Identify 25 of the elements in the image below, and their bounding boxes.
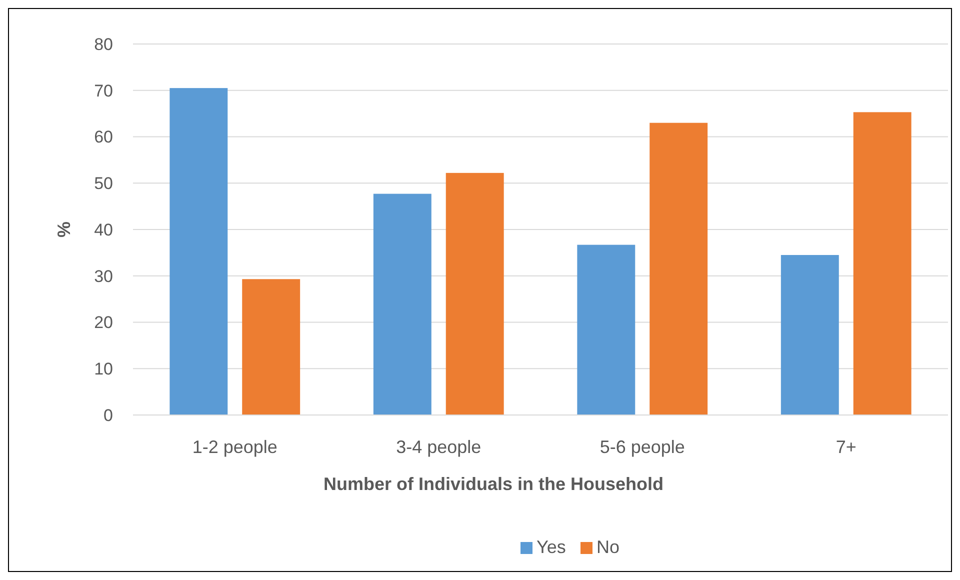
x-tick-label: 3-4 people <box>396 437 482 457</box>
x-tick-label: 1-2 people <box>192 437 278 457</box>
y-axis-title: % <box>54 221 74 238</box>
bar <box>577 244 636 415</box>
y-tick-label: 70 <box>94 81 113 100</box>
y-tick-label: 60 <box>94 128 113 147</box>
y-tick-label: 80 <box>94 34 113 54</box>
bar <box>780 255 839 415</box>
bar <box>446 172 504 415</box>
bar <box>650 122 708 415</box>
y-tick-label: 30 <box>94 266 113 286</box>
y-tick-label: 40 <box>94 220 113 240</box>
legend-label: No <box>596 537 620 557</box>
bar <box>242 279 300 415</box>
legend-label: Yes <box>536 537 566 557</box>
x-axis-title: Number of Individuals in the Household <box>323 474 664 494</box>
y-tick-label: 0 <box>104 406 113 425</box>
bar <box>373 194 432 415</box>
x-tick-label: 5-6 people <box>600 437 685 457</box>
bar <box>170 88 228 415</box>
y-tick-label: 10 <box>94 360 113 379</box>
y-tick-label: 20 <box>94 313 113 332</box>
bar <box>853 112 912 415</box>
x-tick-label: 7+ <box>836 437 856 457</box>
y-tick-label: 50 <box>94 174 113 194</box>
